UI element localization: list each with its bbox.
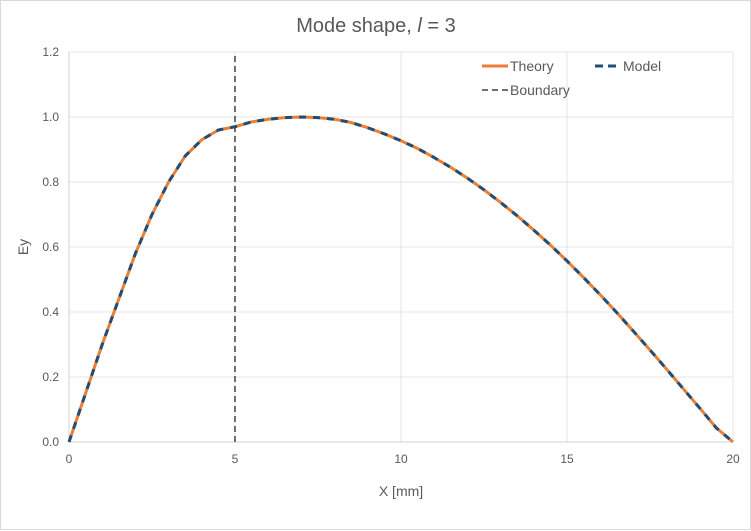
chart-title-suffix: = 3 [422,15,456,37]
chart-title-italic: l [417,15,422,37]
x-tick-label: 20 [726,452,740,466]
chart-title: Mode shape, l = 3 [296,15,456,37]
y-tick-label: 1.2 [42,45,59,59]
legend-label-boundary: Boundary [510,82,570,98]
y-tick-label: 0.6 [42,240,59,254]
series-line-model [67,115,734,444]
y-tick-label: 0.0 [42,435,59,449]
legend-label-model: Model [623,58,661,74]
y-tick-label: 0.2 [42,370,59,384]
y-axis-title: Ey [15,239,31,255]
x-tick-label: 5 [232,452,239,466]
x-tick-label: 15 [560,452,574,466]
legend-label-theory: Theory [510,58,554,74]
x-axis-title: X [mm] [379,483,423,499]
legend: Theory Model Boundary [482,58,661,98]
y-tick-label: 0.4 [42,305,59,319]
axes: 0.0 0.2 0.4 0.6 0.8 1.0 1.2 0 5 10 15 20 [42,45,740,466]
y-tick-label: 1.0 [42,110,59,124]
y-tick-label: 0.8 [42,175,59,189]
gridlines [69,51,734,442]
chart-title-text: Mode shape, [296,15,417,37]
x-tick-label: 10 [394,452,408,466]
x-tick-label: 0 [66,452,73,466]
plot-series [67,52,734,444]
